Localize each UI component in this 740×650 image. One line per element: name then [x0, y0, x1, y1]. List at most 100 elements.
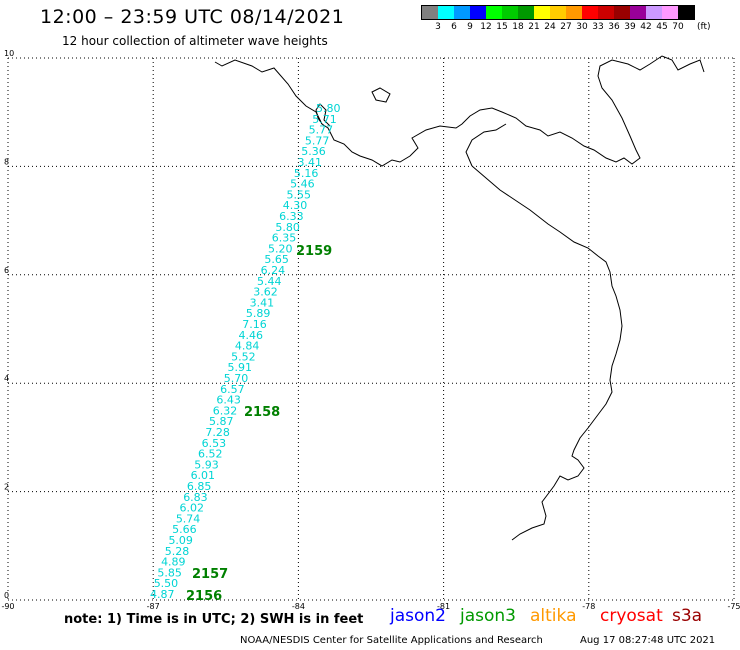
swh-value: 6.57 [220, 383, 245, 396]
color-swatch [678, 6, 694, 19]
legend-item-s3a: s3a [672, 606, 703, 626]
color-swatch [470, 6, 486, 19]
swh-value: 5.36 [301, 145, 326, 158]
color-scale-label: 21 [528, 22, 540, 32]
swh-value: 6.83 [183, 491, 208, 504]
coastline-north-upper [315, 103, 331, 127]
pass-labels: 2159 2158 2157 2156 [186, 244, 332, 604]
coastline-bay [465, 123, 507, 167]
swh-value: 4.30 [283, 199, 308, 212]
swh-value: 5.93 [194, 458, 219, 471]
swh-value: 4.84 [235, 340, 260, 353]
color-swatch [662, 6, 678, 19]
swh-value: 5.89 [246, 307, 271, 320]
color-swatch [550, 6, 566, 19]
color-scale-label: 70 [672, 22, 684, 32]
color-swatch [598, 6, 614, 19]
color-scale-label: 30 [576, 22, 588, 32]
color-scale-label: 42 [640, 22, 652, 32]
color-scale-label: 12 [480, 22, 492, 32]
lat-tick-label: 10 [4, 49, 14, 58]
color-scale-label: 33 [592, 22, 604, 32]
lon-tick-label: -75 [727, 602, 740, 611]
color-swatch [422, 6, 438, 19]
swh-value: 5.77 [305, 134, 330, 147]
swh-value: 7.16 [242, 318, 267, 331]
swh-value: 5.50 [154, 577, 179, 590]
pass-label: 2159 [296, 244, 332, 259]
swh-value: 6.24 [261, 264, 286, 277]
swh-value: 4.89 [161, 556, 186, 569]
swh-value: 5.77 [309, 124, 334, 137]
color-swatch [454, 6, 470, 19]
swh-value: 6.43 [216, 394, 241, 407]
lon-tick-label: -78 [582, 602, 595, 611]
lat-tick-label: 6 [4, 266, 9, 275]
color-scale-label: 6 [451, 22, 457, 32]
swh-value: 6.35 [272, 232, 297, 245]
swh-value: 5.44 [257, 275, 282, 288]
swh-value: 5.91 [227, 361, 252, 374]
color-scale-label: 15 [496, 22, 508, 32]
swh-value: 7.28 [205, 426, 230, 439]
color-scale-label: 36 [608, 22, 620, 32]
swh-value: 5.09 [168, 534, 193, 547]
color-scale-labels: 3 6 9 12 15 18 21 24 27 30 33 36 39 42 45 70 (ft) [421, 20, 710, 32]
color-scale-label: 9 [467, 22, 473, 32]
color-swatch [566, 6, 582, 19]
color-scale-label: 24 [544, 22, 556, 32]
page-title: 12:00 – 23:59 UTC 08/14/2021 [40, 6, 345, 28]
lon-tick-label: -84 [292, 602, 305, 611]
lon-tick-label: -90 [1, 602, 14, 611]
swh-value: 6.33 [279, 210, 304, 223]
page-subtitle: 12 hour collection of altimeter wave hei… [62, 34, 328, 48]
color-scale-label: 3 [435, 22, 441, 32]
coastline-inner-lake [371, 87, 391, 103]
legend-item-altika: altika [530, 606, 577, 626]
color-swatch [534, 6, 550, 19]
swh-value: 6.02 [180, 502, 205, 515]
swh-value: 5.28 [165, 545, 190, 558]
coastline-east [471, 165, 623, 541]
lon-tick-label: -87 [147, 602, 160, 611]
footer-timestamp: Aug 17 08:27:48 UTC 2021 [580, 635, 716, 646]
swh-value: 6.53 [202, 437, 227, 450]
color-swatch [646, 6, 662, 19]
swh-value: 6.85 [187, 480, 212, 493]
swh-value: 5.65 [264, 253, 289, 266]
lat-tick-label: 0 [4, 591, 9, 600]
lat-lon-grid: -90 -87 -84 -81 -78 -75 0 2 4 6 8 10 [1, 49, 740, 611]
color-scale-unit: (ft) [697, 22, 711, 32]
coastline-north [214, 55, 705, 167]
pass-label: 2157 [192, 567, 228, 582]
swh-value: 5.55 [286, 188, 311, 201]
legend-item-jason2: jason2 [390, 606, 446, 626]
swh-value: 6.52 [198, 448, 223, 461]
legend-item-cryosat: cryosat [600, 606, 663, 626]
swh-value: 6.32 [213, 404, 238, 417]
swh-value: 3.62 [253, 286, 277, 299]
swh-value: 5.46 [290, 178, 315, 191]
swh-value: 5.20 [268, 242, 293, 255]
swh-value: 5.52 [231, 350, 256, 363]
color-swatch [438, 6, 454, 19]
lat-tick-label: 8 [4, 157, 9, 166]
lon-tick-label: -81 [437, 602, 450, 611]
lat-tick-label: 2 [4, 483, 9, 492]
swh-value: 5.70 [224, 372, 249, 385]
color-scale-label: 18 [512, 22, 524, 32]
color-scale-swatches [421, 5, 695, 20]
satellite-track: 5.805.715.775.775.363.415.165.465.554.30… [150, 102, 341, 601]
color-scale-label: 27 [560, 22, 572, 32]
swh-value: 5.85 [157, 566, 182, 579]
wave-height-color-scale: 3 6 9 12 15 18 21 24 27 30 33 36 39 42 45 70 (ft) [421, 5, 711, 32]
swh-value: 5.80 [275, 221, 300, 234]
pass-label: 2158 [244, 405, 280, 420]
color-swatch [630, 6, 646, 19]
swh-value: 5.74 [176, 512, 201, 525]
color-swatch [614, 6, 630, 19]
legend-item-jason3: jason3 [460, 606, 516, 626]
color-scale-label: 39 [624, 22, 636, 32]
